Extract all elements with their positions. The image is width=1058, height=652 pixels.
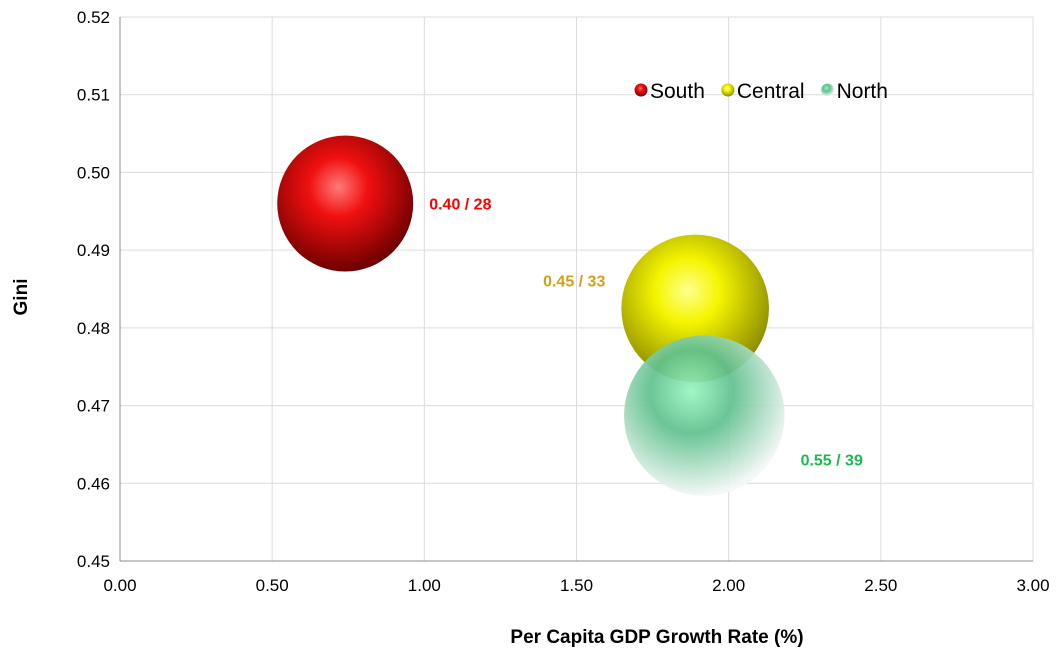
x-tick-label: 3.00 [1016, 576, 1049, 595]
y-tick-label: 0.47 [77, 397, 110, 416]
y-tick-label: 0.46 [77, 474, 110, 493]
y-tick-label: 0.51 [77, 86, 110, 105]
legend-label-north: North [837, 80, 888, 103]
legend-label-central: Central [737, 80, 805, 103]
x-tick-label: 0.00 [103, 576, 136, 595]
legend-label-south: South [650, 80, 705, 103]
x-tick-label: 2.00 [712, 576, 745, 595]
y-axis-title: Gini [11, 279, 32, 316]
data-label-central: 0.45 / 33 [543, 273, 605, 290]
y-tick-label: 0.45 [77, 552, 110, 571]
data-label-south: 0.40 / 28 [429, 197, 491, 214]
x-tick-label: 1.00 [408, 576, 441, 595]
gridlines [120, 16, 1034, 561]
data-label-north: 0.55 / 39 [801, 453, 863, 470]
bubble-south [277, 135, 414, 272]
bubble-north [624, 335, 785, 496]
x-tick-labels: 0.00 0.50 1.00 1.50 2.00 2.50 3.00 [103, 576, 1049, 595]
y-tick-label: 0.49 [77, 241, 110, 260]
legend-marker-central [721, 83, 735, 97]
legend: South Central North [634, 80, 888, 103]
data-labels: 0.40 / 28 0.45 / 33 0.55 / 39 [429, 197, 863, 470]
legend-marker-north [821, 83, 835, 97]
bubbles [277, 135, 785, 496]
y-tick-label: 0.48 [77, 319, 110, 338]
x-tick-label: 1.50 [560, 576, 593, 595]
legend-marker-south [634, 83, 648, 97]
plot-area: 0.00 0.50 1.00 1.50 2.00 2.50 3.00 0.450.460.4… [77, 8, 1050, 595]
y-tick-label: 0.52 [77, 8, 110, 27]
y-tick-label: 0.50 [77, 163, 110, 182]
y-tick-labels: 0.45 0.46 0.47 0.48 0.49 0.50 0.51 0.52 [77, 8, 110, 571]
x-axis-title: Per Capita GDP Growth Rate (%) [510, 627, 803, 648]
x-tick-label: 2.50 [864, 576, 897, 595]
x-tick-label: 0.50 [256, 576, 289, 595]
